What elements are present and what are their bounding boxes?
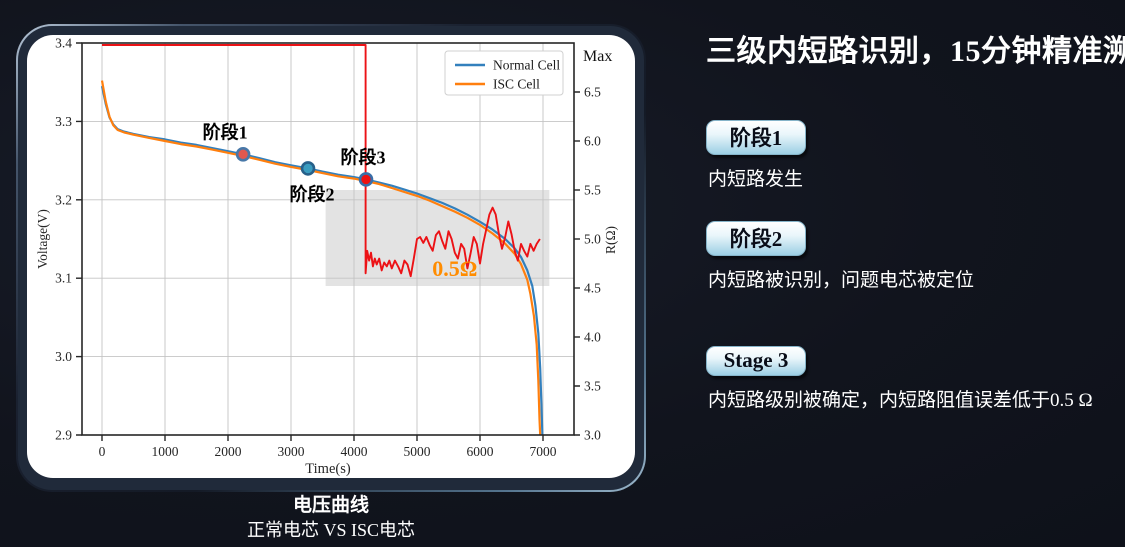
legend-label-1: Normal Cell (493, 58, 560, 73)
stage-marker-2 (300, 161, 316, 176)
stage-marker-label-1: 阶段1 (203, 121, 248, 142)
tick-label-x: 6000 (467, 444, 494, 459)
tick-label-x: 7000 (530, 444, 557, 459)
stage-marker-label-3: 阶段3 (341, 146, 386, 167)
tick-label-y-right: 6.5 (584, 85, 601, 100)
y-axis-label-left: Voltage(V) (35, 209, 50, 269)
stage-block-1: 阶段1 内短路发生 (706, 120, 1106, 191)
stage-marker-1 (235, 147, 251, 162)
stage-block-2: 阶段2 内短路被识别，问题电芯被定位 (706, 221, 1106, 292)
tick-label-y-left: 3.4 (55, 36, 72, 51)
tick-label-x: 3000 (278, 444, 305, 459)
caption-subtitle: 正常电芯 VS ISC电芯 (246, 520, 416, 540)
y-axis-label-right: R(Ω) (603, 226, 618, 254)
stage-1-badge: 阶段1 (706, 120, 806, 155)
legend-label-2: ISC Cell (493, 77, 540, 92)
tick-label-x: 5000 (404, 444, 431, 459)
tick-label-y-right: 6.0 (584, 134, 601, 149)
chart-caption: 电压曲线 正常电芯 VS ISC电芯 (16, 494, 646, 542)
tick-label-y-right: 5.5 (584, 183, 601, 198)
tick-label-y-right: 4.5 (584, 281, 601, 296)
panel-title: 三级内短路识别，15分钟精准溯源 (706, 35, 1125, 68)
tick-label-y-right: 3.5 (584, 379, 601, 394)
stage-3-badge: Stage 3 (706, 346, 806, 376)
chart-card: 0 1000 2000 3000 4000 5000 6000 7000 2.9 3.0 3.1 3.… (27, 35, 635, 478)
stage-marker-label-2: 阶段2 (290, 183, 335, 204)
stage-2-badge: 阶段2 (706, 221, 806, 256)
tick-label-y-right: 5.0 (584, 232, 601, 247)
tick-label-y-left: 2.9 (55, 428, 72, 443)
tick-label-y-left: 3.1 (55, 271, 72, 286)
series-isc-resistance (102, 44, 541, 278)
stage-2-description: 内短路被识别，问题电芯被定位 (708, 270, 975, 291)
stage-marker-3 (358, 172, 374, 187)
right-axis-max-label: Max (583, 48, 612, 65)
tick-label-x: 4000 (341, 444, 368, 459)
tick-label-y-right: 4.0 (584, 330, 601, 345)
tick-label-x: 2000 (215, 444, 242, 459)
chart-card-frame: 0 1000 2000 3000 4000 5000 6000 7000 2.9 3.0 3.1 3.… (16, 24, 646, 492)
tick-label-y-left: 3.3 (55, 114, 72, 129)
resistance-value-label: 0.5Ω (432, 256, 477, 281)
tick-label-y-left: 3.2 (55, 192, 72, 207)
voltage-resistance-chart: 0 1000 2000 3000 4000 5000 6000 7000 2.9 3.0 3.1 3.… (35, 36, 618, 478)
stage-3-description: 内短路级别被确定，内短路阻值误差低于0.5 Ω (708, 390, 1093, 411)
chart-card-inner-rim: 0 1000 2000 3000 4000 5000 6000 7000 2.9 3.0 3.1 3.… (18, 26, 644, 490)
caption-title: 电压曲线 (292, 495, 369, 516)
tick-label-x: 0 (99, 444, 106, 459)
x-axis-label: Time(s) (305, 461, 351, 477)
tick-label-y-left: 3.0 (55, 349, 72, 364)
stage-block-3: Stage 3 内短路级别被确定，内短路阻值误差低于0.5 Ω (706, 346, 1106, 412)
stage-1-description: 内短路发生 (708, 169, 804, 190)
tick-label-x: 1000 (152, 444, 179, 459)
tick-label-y-right: 3.0 (584, 428, 601, 443)
